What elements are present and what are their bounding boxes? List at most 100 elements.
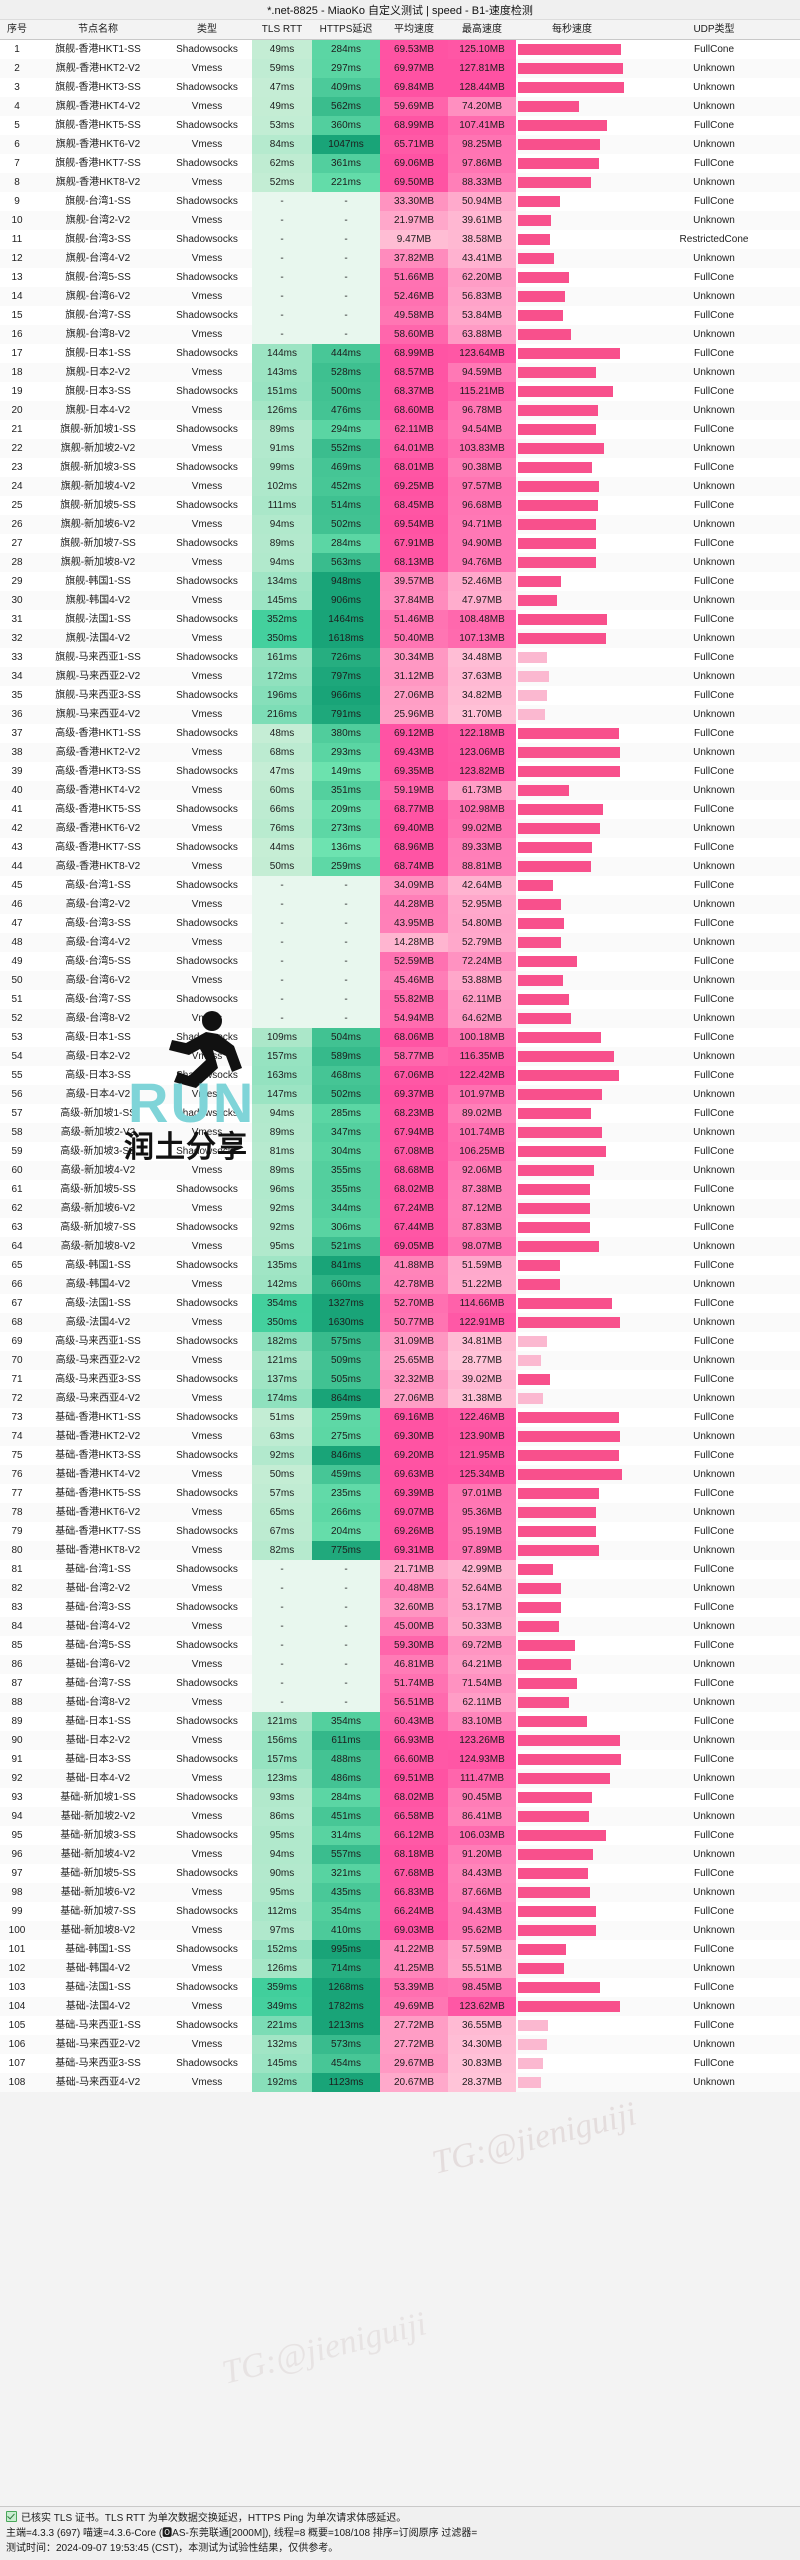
table-row[interactable]: 27 旗舰-新加坡7-SS Shadowsocks 89ms 284ms 67.91MB 9… (0, 534, 800, 553)
table-row[interactable]: 63 高级-新加坡7-SS Shadowsocks 92ms 306ms 67.44MB 8… (0, 1218, 800, 1237)
table-row[interactable]: 72 高级-马来西亚4-V2 Vmess 174ms 864ms 27.06MB 31.38… (0, 1389, 800, 1408)
col-header-per-second-speed[interactable]: 每秒速度 (516, 20, 628, 40)
table-row[interactable]: 1 旗舰-香港HKT1-SS Shadowsocks 49ms 284ms 69.53MB… (0, 39, 800, 59)
table-row[interactable]: 103 基础-法国1-SS Shadowsocks 359ms 1268ms 53.39M… (0, 1978, 800, 1997)
table-row[interactable]: 107 基础-马来西亚3-SS Shadowsocks 145ms 454ms 29.67… (0, 2054, 800, 2073)
table-row[interactable]: 8 旗舰-香港HKT8-V2 Vmess 52ms 221ms 69.50MB 88.33M… (0, 173, 800, 192)
col-header-avg-speed[interactable]: 平均速度 (380, 20, 448, 40)
table-row[interactable]: 22 旗舰-新加坡2-V2 Vmess 91ms 552ms 64.01MB 103.83M… (0, 439, 800, 458)
table-row[interactable]: 21 旗舰-新加坡1-SS Shadowsocks 89ms 294ms 62.11MB 9… (0, 420, 800, 439)
table-row[interactable]: 38 高级-香港HKT2-V2 Vmess 68ms 293ms 69.43MB 123.0… (0, 743, 800, 762)
table-row[interactable]: 47 高级-台湾3-SS Shadowsocks - -43.95MB 54.80MB Fu… (0, 914, 800, 933)
table-row[interactable]: 95 基础-新加坡3-SS Shadowsocks 95ms 314ms 66.12MB 1… (0, 1826, 800, 1845)
table-row[interactable]: 11 旗舰-台湾3-SS Shadowsocks - -9.47MB 38.58MB Res… (0, 230, 800, 249)
table-row[interactable]: 16 旗舰-台湾8-V2 Vmess - -58.60MB 63.88MB Unknown (0, 325, 800, 344)
table-row[interactable]: 40 高级-香港HKT4-V2 Vmess 60ms 351ms 59.19MB 61.73… (0, 781, 800, 800)
table-row[interactable]: 3 旗舰-香港HKT3-SS Shadowsocks 47ms 409ms 69.84MB… (0, 78, 800, 97)
table-row[interactable]: 62 高级-新加坡6-V2 Vmess 92ms 344ms 67.24MB 87.12MB… (0, 1199, 800, 1218)
table-row[interactable]: 42 高级-香港HKT6-V2 Vmess 76ms 273ms 69.40MB 99.02… (0, 819, 800, 838)
table-row[interactable]: 69 高级-马来西亚1-SS Shadowsocks 182ms 575ms 31.09M… (0, 1332, 800, 1351)
table-row[interactable]: 48 高级-台湾4-V2 Vmess - -14.28MB 52.79MB Unknown (0, 933, 800, 952)
table-row[interactable]: 28 旗舰-新加坡8-V2 Vmess 94ms 563ms 68.13MB 94.76MB… (0, 553, 800, 572)
table-row[interactable]: 6 旗舰-香港HKT6-V2 Vmess 84ms 1047ms 65.71MB 98.25… (0, 135, 800, 154)
table-row[interactable]: 44 高级-香港HKT8-V2 Vmess 50ms 259ms 68.74MB 88.81… (0, 857, 800, 876)
table-row[interactable]: 106 基础-马来西亚2-V2 Vmess 132ms 573ms 27.72MB 34.3… (0, 2035, 800, 2054)
table-row[interactable]: 89 基础-日本1-SS Shadowsocks 121ms 354ms 60.43MB 8… (0, 1712, 800, 1731)
table-row[interactable]: 97 基础-新加坡5-SS Shadowsocks 90ms 321ms 67.68MB 8… (0, 1864, 800, 1883)
table-row[interactable]: 86 基础-台湾6-V2 Vmess - -46.81MB 64.21MB Unknown (0, 1655, 800, 1674)
table-row[interactable]: 29 旗舰-韩国1-SS Shadowsocks 134ms 948ms 39.57MB 5… (0, 572, 800, 591)
table-row[interactable]: 66 高级-韩国4-V2 Vmess 142ms 660ms 42.78MB 51.22MB… (0, 1275, 800, 1294)
table-row[interactable]: 26 旗舰-新加坡6-V2 Vmess 94ms 502ms 69.54MB 94.71MB… (0, 515, 800, 534)
col-header-udp-type[interactable]: UDP类型 (628, 20, 800, 40)
table-row[interactable]: 108 基础-马来西亚4-V2 Vmess 192ms 1123ms 20.67MB 28.… (0, 2073, 800, 2092)
table-row[interactable]: 93 基础-新加坡1-SS Shadowsocks 93ms 284ms 68.02MB 9… (0, 1788, 800, 1807)
table-row[interactable]: 14 旗舰-台湾6-V2 Vmess - -52.46MB 56.83MB Unknown (0, 287, 800, 306)
table-row[interactable]: 45 高级-台湾1-SS Shadowsocks - -34.09MB 42.64MB Fu… (0, 876, 800, 895)
table-row[interactable]: 67 高级-法国1-SS Shadowsocks 354ms 1327ms 52.70MB… (0, 1294, 800, 1313)
table-row[interactable]: 35 旗舰-马来西亚3-SS Shadowsocks 196ms 966ms 27.06M… (0, 686, 800, 705)
table-row[interactable]: 99 基础-新加坡7-SS Shadowsocks 112ms 354ms 66.24MB… (0, 1902, 800, 1921)
table-row[interactable]: 65 高级-韩国1-SS Shadowsocks 135ms 841ms 41.88MB 5… (0, 1256, 800, 1275)
table-row[interactable]: 23 旗舰-新加坡3-SS Shadowsocks 99ms 469ms 68.01MB 9… (0, 458, 800, 477)
table-row[interactable]: 54 高级-日本2-V2 Vmess 157ms 589ms 58.77MB 116.35M… (0, 1047, 800, 1066)
col-header-tls-rtt[interactable]: TLS RTT (252, 20, 312, 40)
table-row[interactable]: 49 高级-台湾5-SS Shadowsocks - -52.59MB 72.24MB Fu… (0, 952, 800, 971)
table-row[interactable]: 17 旗舰-日本1-SS Shadowsocks 144ms 444ms 68.99MB 1… (0, 344, 800, 363)
table-row[interactable]: 39 高级-香港HKT3-SS Shadowsocks 47ms 149ms 69.35M… (0, 762, 800, 781)
col-header-max-speed[interactable]: 最高速度 (448, 20, 516, 40)
table-row[interactable]: 51 高级-台湾7-SS Shadowsocks - -55.82MB 62.11MB Fu… (0, 990, 800, 1009)
table-row[interactable]: 77 基础-香港HKT5-SS Shadowsocks 57ms 235ms 69.39M… (0, 1484, 800, 1503)
col-header-type[interactable]: 类型 (162, 20, 252, 40)
table-row[interactable]: 15 旗舰-台湾7-SS Shadowsocks - -49.58MB 53.84MB Fu… (0, 306, 800, 325)
table-row[interactable]: 104 基础-法国4-V2 Vmess 349ms 1782ms 49.69MB 123.6… (0, 1997, 800, 2016)
table-row[interactable]: 105 基础-马来西亚1-SS Shadowsocks 221ms 1213ms 27.7… (0, 2016, 800, 2035)
table-row[interactable]: 32 旗舰-法国4-V2 Vmess 350ms 1618ms 50.40MB 107.13… (0, 629, 800, 648)
table-row[interactable]: 79 基础-香港HKT7-SS Shadowsocks 67ms 204ms 69.26M… (0, 1522, 800, 1541)
table-row[interactable]: 102 基础-韩国4-V2 Vmess 126ms 714ms 41.25MB 55.51M… (0, 1959, 800, 1978)
table-row[interactable]: 56 高级-日本4-V2 Vmess 147ms 502ms 69.37MB 101.97M… (0, 1085, 800, 1104)
table-row[interactable]: 71 高级-马来西亚3-SS Shadowsocks 137ms 505ms 32.32M… (0, 1370, 800, 1389)
table-row[interactable]: 68 高级-法国4-V2 Vmess 350ms 1630ms 50.77MB 122.91… (0, 1313, 800, 1332)
table-row[interactable]: 25 旗舰-新加坡5-SS Shadowsocks 111ms 514ms 68.45MB… (0, 496, 800, 515)
table-row[interactable]: 30 旗舰-韩国4-V2 Vmess 145ms 906ms 37.84MB 47.97MB… (0, 591, 800, 610)
col-header-index[interactable]: 序号 (0, 20, 34, 40)
table-row[interactable]: 61 高级-新加坡5-SS Shadowsocks 96ms 355ms 68.02MB 8… (0, 1180, 800, 1199)
table-row[interactable]: 57 高级-新加坡1-SS Shadowsocks 94ms 285ms 68.23MB 8… (0, 1104, 800, 1123)
table-row[interactable]: 9 旗舰-台湾1-SS Shadowsocks - -33.30MB 50.94MB Ful… (0, 192, 800, 211)
table-row[interactable]: 59 高级-新加坡3-SS Shadowsocks 81ms 304ms 67.08MB 1… (0, 1142, 800, 1161)
table-row[interactable]: 101 基础-韩国1-SS Shadowsocks 152ms 995ms 41.22MB… (0, 1940, 800, 1959)
col-header-https-delay[interactable]: HTTPS延迟 (312, 20, 380, 40)
table-row[interactable]: 50 高级-台湾6-V2 Vmess - -45.46MB 53.88MB Unknown (0, 971, 800, 990)
col-header-node-name[interactable]: 节点名称 (34, 20, 162, 40)
table-row[interactable]: 96 基础-新加坡4-V2 Vmess 94ms 557ms 68.18MB 91.20MB… (0, 1845, 800, 1864)
table-row[interactable]: 19 旗舰-日本3-SS Shadowsocks 151ms 500ms 68.37MB 1… (0, 382, 800, 401)
table-row[interactable]: 84 基础-台湾4-V2 Vmess - -45.00MB 50.33MB Unknown (0, 1617, 800, 1636)
table-row[interactable]: 46 高级-台湾2-V2 Vmess - -44.28MB 52.95MB Unknown (0, 895, 800, 914)
table-row[interactable]: 37 高级-香港HKT1-SS Shadowsocks 48ms 380ms 69.12M… (0, 724, 800, 743)
table-row[interactable]: 41 高级-香港HKT5-SS Shadowsocks 66ms 209ms 68.77M… (0, 800, 800, 819)
table-row[interactable]: 74 基础-香港HKT2-V2 Vmess 63ms 275ms 69.30MB 123.9… (0, 1427, 800, 1446)
table-row[interactable]: 94 基础-新加坡2-V2 Vmess 86ms 451ms 66.58MB 86.41MB… (0, 1807, 800, 1826)
table-row[interactable]: 43 高级-香港HKT7-SS Shadowsocks 44ms 136ms 68.96M… (0, 838, 800, 857)
table-row[interactable]: 5 旗舰-香港HKT5-SS Shadowsocks 53ms 360ms 68.99MB… (0, 116, 800, 135)
table-row[interactable]: 18 旗舰-日本2-V2 Vmess 143ms 528ms 68.57MB 94.59MB… (0, 363, 800, 382)
table-row[interactable]: 73 基础-香港HKT1-SS Shadowsocks 51ms 259ms 69.16M… (0, 1408, 800, 1427)
table-row[interactable]: 20 旗舰-日本4-V2 Vmess 126ms 476ms 68.60MB 96.78MB… (0, 401, 800, 420)
table-row[interactable]: 13 旗舰-台湾5-SS Shadowsocks - -51.66MB 62.20MB Fu… (0, 268, 800, 287)
table-row[interactable]: 34 旗舰-马来西亚2-V2 Vmess 172ms 797ms 31.12MB 37.63… (0, 667, 800, 686)
table-row[interactable]: 70 高级-马来西亚2-V2 Vmess 121ms 509ms 25.65MB 28.77… (0, 1351, 800, 1370)
table-row[interactable]: 10 旗舰-台湾2-V2 Vmess - -21.97MB 39.61MB Unknown (0, 211, 800, 230)
table-row[interactable]: 31 旗舰-法国1-SS Shadowsocks 352ms 1464ms 51.46MB… (0, 610, 800, 629)
table-row[interactable]: 58 高级-新加坡2-V2 Vmess 89ms 347ms 67.94MB 101.74M… (0, 1123, 800, 1142)
table-row[interactable]: 75 基础-香港HKT3-SS Shadowsocks 92ms 846ms 69.20M… (0, 1446, 800, 1465)
table-row[interactable]: 92 基础-日本4-V2 Vmess 123ms 486ms 69.51MB 111.47M… (0, 1769, 800, 1788)
table-row[interactable]: 80 基础-香港HKT8-V2 Vmess 82ms 775ms 69.31MB 97.89… (0, 1541, 800, 1560)
table-row[interactable]: 4 旗舰-香港HKT4-V2 Vmess 49ms 562ms 59.69MB 74.20M… (0, 97, 800, 116)
table-row[interactable]: 88 基础-台湾8-V2 Vmess - -56.51MB 62.11MB Unknown (0, 1693, 800, 1712)
table-row[interactable]: 82 基础-台湾2-V2 Vmess - -40.48MB 52.64MB Unknown (0, 1579, 800, 1598)
table-row[interactable]: 33 旗舰-马来西亚1-SS Shadowsocks 161ms 726ms 30.34M… (0, 648, 800, 667)
table-row[interactable]: 53 高级-日本1-SS Shadowsocks 109ms 504ms 68.06MB 1… (0, 1028, 800, 1047)
table-row[interactable]: 90 基础-日本2-V2 Vmess 156ms 611ms 66.93MB 123.26M… (0, 1731, 800, 1750)
table-row[interactable]: 2 旗舰-香港HKT2-V2 Vmess 59ms 297ms 69.97MB 127.81… (0, 59, 800, 78)
